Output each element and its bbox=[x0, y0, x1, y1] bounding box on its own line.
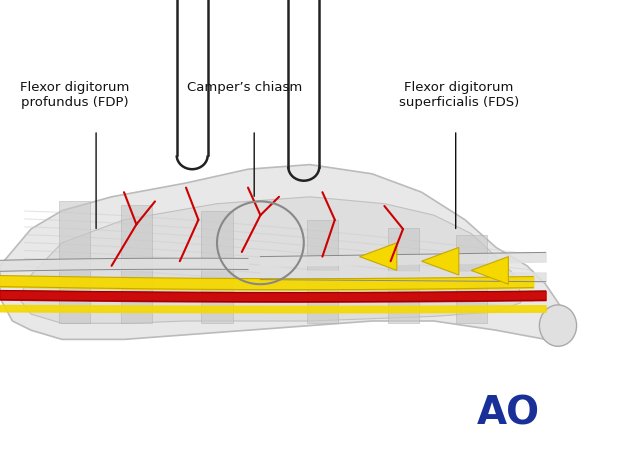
Text: Camper’s chiasm: Camper’s chiasm bbox=[187, 80, 303, 93]
Ellipse shape bbox=[539, 305, 577, 347]
Polygon shape bbox=[388, 228, 418, 324]
Polygon shape bbox=[202, 211, 232, 324]
Polygon shape bbox=[360, 243, 397, 271]
Text: AO: AO bbox=[477, 394, 540, 432]
Polygon shape bbox=[471, 257, 508, 285]
Polygon shape bbox=[307, 220, 338, 324]
Polygon shape bbox=[59, 202, 90, 323]
Polygon shape bbox=[456, 236, 487, 323]
Polygon shape bbox=[121, 206, 152, 323]
Polygon shape bbox=[422, 248, 459, 275]
Polygon shape bbox=[0, 165, 570, 340]
Text: Flexor digitorum
profundus (FDP): Flexor digitorum profundus (FDP) bbox=[20, 80, 129, 108]
Text: Flexor digitorum
superficialis (FDS): Flexor digitorum superficialis (FDS) bbox=[399, 80, 519, 108]
Polygon shape bbox=[19, 197, 521, 324]
